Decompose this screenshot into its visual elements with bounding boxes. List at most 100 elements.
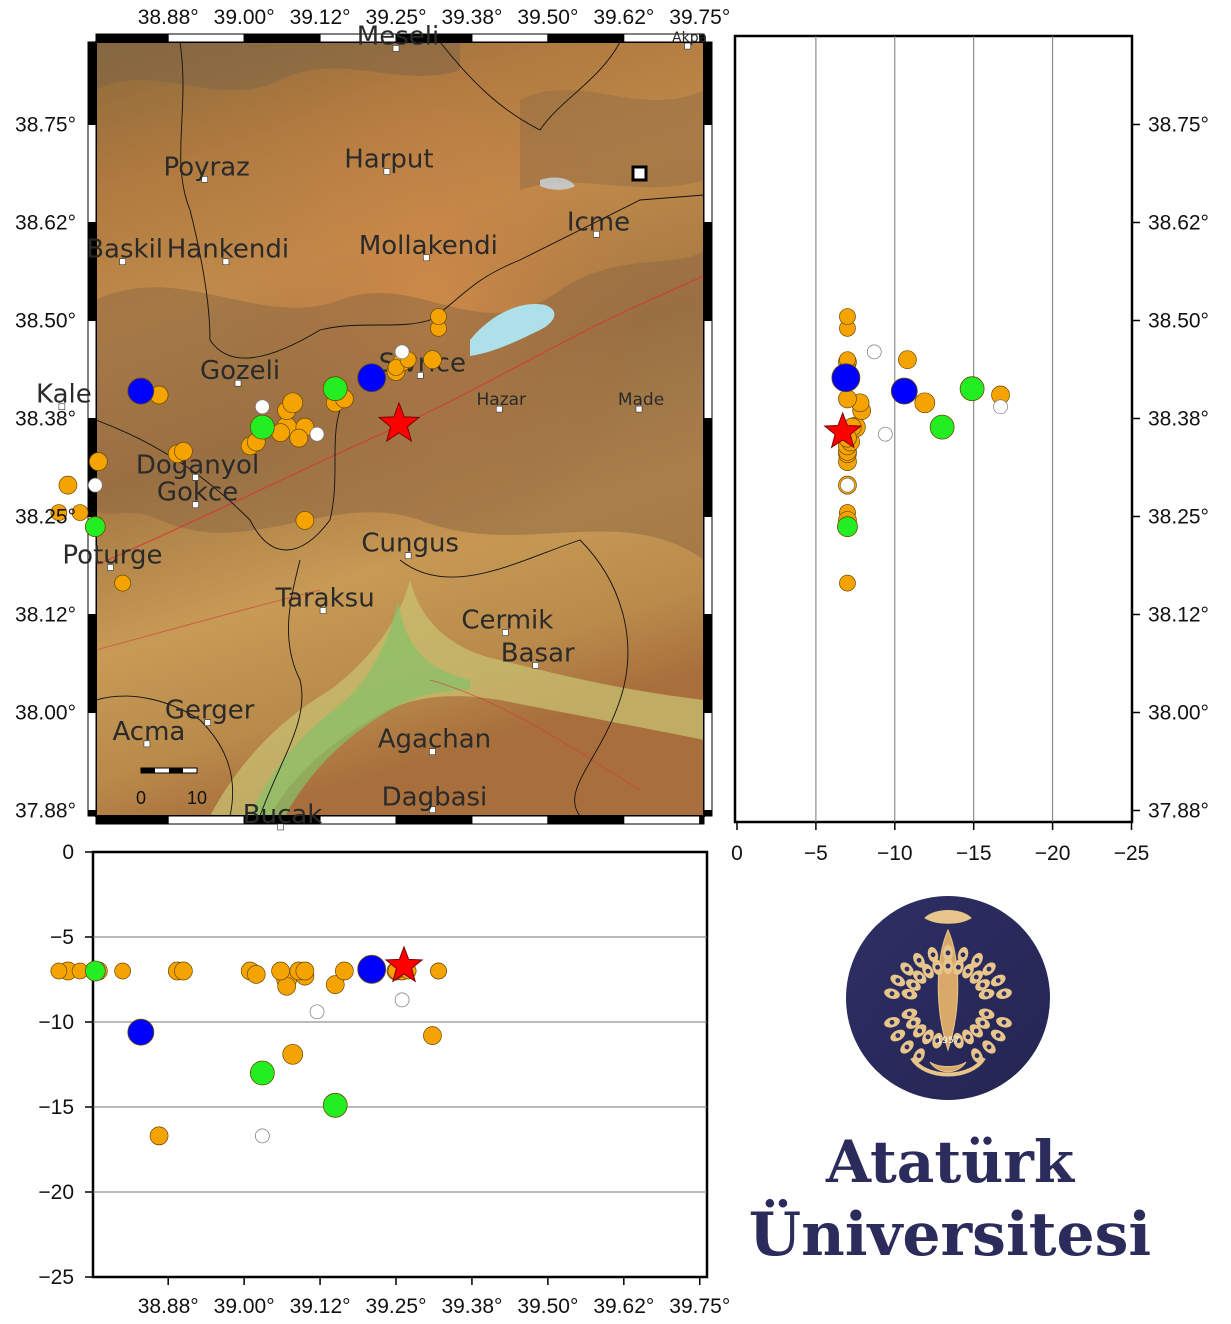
town-label: Doganyol [136,450,259,480]
depth-lon-event-marker [249,1060,275,1086]
depth-lon-event-marker [430,962,447,980]
earthquake-event-marker [423,350,442,370]
earthquake-event-marker [357,363,387,393]
feather-eye-center [930,952,936,958]
earthquake-event-marker [289,428,309,448]
place-labels: Meseli Akpa Poyraz Harput Icme Baskil Hankendi… [36,21,707,831]
town-marker-icon [119,258,126,266]
earthquake-event-marker [282,392,304,414]
bottom-depth-tick-label: −5 [50,926,74,949]
earthquake-event-marker [50,504,68,521]
town-marker-icon [416,372,424,379]
frame-segment-top [167,33,245,43]
town-label: Acma [112,717,185,747]
feather-eye-center [973,974,979,980]
bottom-depth-tick-label: −15 [38,1096,74,1119]
frame-segment-bottom [395,815,473,825]
town-label: Meseli [357,21,439,51]
depth-lat-event-marker [866,344,882,360]
bottom-lon-tick-label: 39.12° [290,1295,351,1318]
map-earthquake-events [50,308,447,592]
right-depth-tick-label: −15 [956,842,992,865]
town-label: Basar [501,638,575,668]
right-lat-tick-label: 38.38° [1148,408,1209,431]
feather-eye-center [911,982,916,988]
depth-latitude-events [823,308,1010,592]
bottom-depth-tick-label: −20 [38,1181,74,1204]
depth-lon-event-marker [84,960,106,982]
town-label: Made [618,390,664,410]
map-lat-tick-label: 38.75° [15,114,76,137]
feather-eye-center [904,1044,910,1050]
depth-lon-event-marker [114,962,131,980]
earthquake-event-marker [249,414,275,440]
depth-lon-event-marker [309,1004,325,1020]
depth-lon-event-marker [394,992,410,1008]
frame-segment-top [547,33,625,43]
map-lon-tick-label: 39.00° [214,6,275,29]
frame-segment-bottom [699,815,705,825]
depth-lon-event-marker [282,1043,304,1065]
depth-tick-labels-vertical: 0 −5 −10 −15 −20 −25 [38,841,74,1289]
depth-lon-event-marker [322,1092,348,1118]
town-label: Baskil [86,235,163,265]
frame-segment-left [87,614,97,713]
frame-segment-bottom [167,815,245,825]
town-label: Hankendi [167,235,289,265]
frame-segment-right [703,222,713,321]
town-marker-icon [429,748,436,756]
feather-eye-center [965,1034,971,1040]
town-marker-icon [143,740,151,748]
bottom-lon-tick-label: 39.38° [441,1295,502,1318]
town-marker-icon [234,379,242,387]
town-marker-icon [204,719,211,726]
map-lat-tick-label: 38.12° [15,604,76,627]
depth-lon-event-marker [295,961,315,981]
feather-eye-center [895,1033,901,1038]
feather-eye-center [917,974,923,980]
depth-lat-event-marker [959,376,985,402]
latitude-tick-labels: 38.75° 38.62° 38.50° 38.38° 38.25° 38.12° 38.0… [1132,114,1209,823]
town-marker-icon [502,629,509,636]
town-label: Poturge [62,540,162,570]
bottom-lon-tick-label: 39.75° [669,1295,730,1318]
feather-eye-center [973,1028,979,1034]
depth-lat-event-marker [929,414,955,440]
town-marker-icon [429,806,436,814]
depth-lat-event-marker [839,574,856,592]
depth-lon-event-marker [357,954,387,984]
frame-segment-top [243,33,321,43]
feather-eye-center [995,1033,1001,1038]
bottom-depth-tick-label: −10 [38,1011,74,1034]
earthquake-event-marker [71,504,89,521]
town-label: Harput [344,145,433,175]
depth-lon-event-marker [246,965,266,984]
feather-eye-center [974,1053,980,1059]
frame-segment-right [703,320,713,419]
depth-lat-event-marker [837,516,858,538]
earthquake-event-marker [322,376,348,402]
feather-eye-center [925,1034,931,1040]
town-label: Poyraz [163,152,249,182]
depth-lon-event-marker [325,975,345,994]
town-label: Icme [567,207,630,237]
depth-lat-event-marker [838,389,857,409]
map-lat-tick-label: 38.38° [15,408,76,431]
right-lat-tick-label: 38.50° [1148,310,1209,333]
feather-eye-center [986,1044,992,1050]
scale-bar-end-label: 10 [187,788,207,808]
location-marker-square [631,165,648,182]
feather-eye-center [956,1038,961,1044]
map-lat-tick-label: 37.88° [15,800,76,823]
town-marker-icon [404,552,412,560]
logo-name-line1: Atatürk [825,1128,1075,1196]
town-marker-icon [383,168,391,175]
town-marker-icon [684,42,691,50]
town-label: Gozeli [200,356,280,386]
earthquake-event-marker [127,377,155,405]
right-lat-tick-label: 37.88° [1148,800,1209,823]
town-label: Gokce [157,478,238,508]
frame-segment-bottom [623,815,701,825]
earthquake-event-marker [174,442,193,461]
